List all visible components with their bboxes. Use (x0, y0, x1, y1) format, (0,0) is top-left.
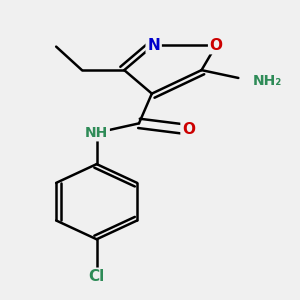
Text: N: N (147, 38, 160, 52)
Text: NH: NH (85, 126, 108, 140)
Text: Cl: Cl (88, 269, 105, 284)
Text: NH₂: NH₂ (253, 74, 282, 88)
Text: O: O (182, 122, 195, 137)
Text: O: O (210, 38, 223, 52)
